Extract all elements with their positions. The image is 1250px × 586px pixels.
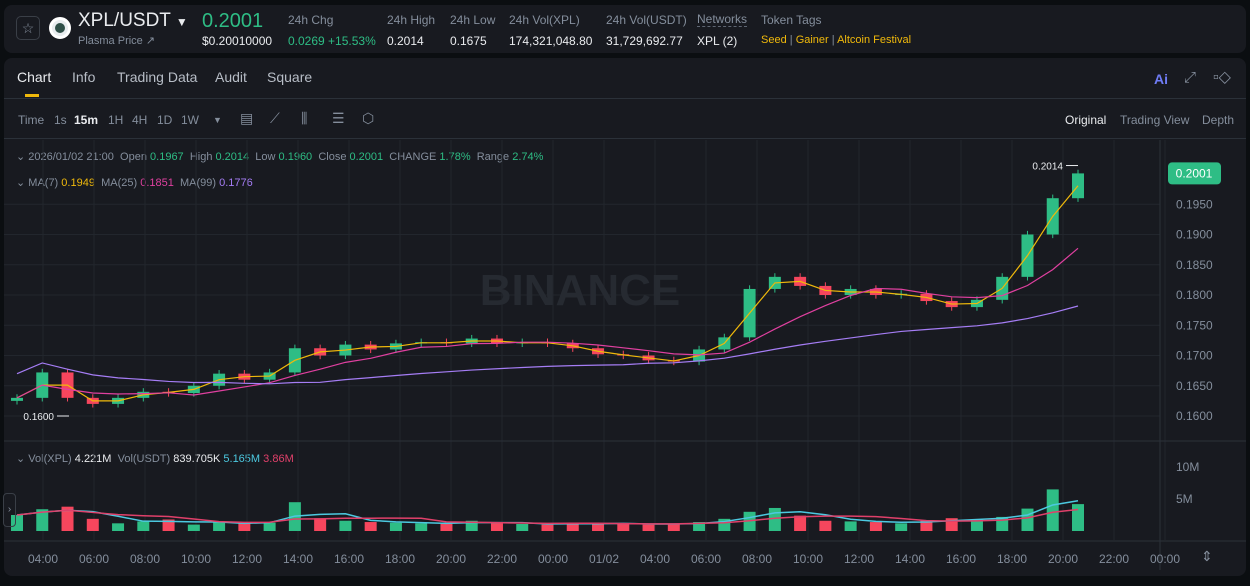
stat-label: 24h High [387,13,436,27]
candle-type-icon[interactable]: ⫼ [301,110,308,126]
scale-fit-icon[interactable]: ⇕ [1201,548,1213,564]
divider [4,98,1246,99]
interval-15m[interactable]: 15m [74,113,99,127]
stat-label: 24h Chg [288,13,334,27]
chart-panel: Chart Info Trading Data Audit Square Ai … [4,58,1246,576]
tab-chart[interactable]: Chart [17,69,52,85]
view-original[interactable]: Original [1065,113,1107,127]
volume-info-bar: ⌄ Vol(XPL) 4.221M Vol(USDT) 839.705K 5.1… [16,453,294,465]
token-tags: Seed | Gainer | Altcoin Festival [761,34,912,46]
tab-info[interactable]: Info [72,69,96,85]
interval-time[interactable]: Time [18,113,45,127]
stat-24h-low: 0.1675 [450,34,487,48]
candle-date: 2026/01/02 21:00 [28,151,114,163]
ticker-header: ☆ XPL/USDT ▼ Plasma Price ↗ 0.2001 $0.20… [4,5,1246,53]
layout-grid-icon[interactable]: ▫◇ [1213,69,1231,86]
interval-1s[interactable]: 1s [54,113,67,127]
view-depth[interactable]: Depth [1202,113,1235,127]
view-trading-view[interactable]: Trading View [1120,113,1190,127]
divider [4,138,1246,139]
stat-24h-vol-xpl: 174,321,048.80 [509,34,593,48]
expand-icon[interactable]: ⤢ [1184,69,1197,86]
chart-settings-icon[interactable]: ☰ [332,110,345,126]
interval-1w[interactable]: 1W [181,113,199,127]
price-usd: $0.20010000 [202,34,273,48]
ai-button[interactable]: Ai [1154,71,1168,87]
active-tab-indicator [25,94,39,97]
stat-24h-high: 0.2014 [387,34,424,48]
tab-trading-data[interactable]: Trading Data [117,69,198,85]
pair-selector[interactable]: XPL/USDT ▼ [78,10,188,32]
ohlc-info-bar: ⌄ 2026/01/02 21:00 Open 0.1967 High 0.20… [16,151,544,163]
pair-name: XPL/USDT [78,10,171,31]
stat-networks: XPL (2) [697,34,738,48]
tab-audit[interactable]: Audit [215,69,247,85]
stat-24h-change: 0.0269 +15.53% [288,34,376,48]
interval-1d[interactable]: 1D [157,113,173,127]
tab-square[interactable]: Square [267,69,313,85]
token-tags-label: Token Tags [761,13,822,27]
favorite-star-icon[interactable]: ☆ [16,16,40,40]
expand-left-handle[interactable]: › [3,493,16,527]
indicator-chart-icon[interactable]: ⟋ [270,110,280,126]
stat-label: 24h Low [450,13,496,27]
tag-gainer[interactable]: Gainer [795,34,829,46]
interval-4h[interactable]: 4H [132,113,148,127]
coin-logo-icon [49,17,71,39]
stat-label: 24h Vol(XPL) [509,13,580,27]
interval-1h[interactable]: 1H [108,113,124,127]
last-price: 0.2001 [202,10,264,32]
caret-down-icon: ▼ [175,15,188,29]
stat-24h-vol-usdt: 31,729,692.77 [606,34,683,48]
hexagon-settings-icon[interactable]: ⬡ [362,110,375,126]
calendar-icon[interactable]: ▤ [240,110,254,126]
stat-label: 24h Vol(USDT) [606,13,687,27]
networks-label[interactable]: Networks [697,12,748,27]
more-intervals-caret-icon[interactable]: ▼ [213,115,222,125]
tag-seed[interactable]: Seed [761,34,787,46]
tag-altcoin-festival[interactable]: Altcoin Festival [837,34,912,46]
ma-info-bar: ⌄ MA(7) 0.1949 MA(25) 0.1851 MA(99) 0.17… [16,177,253,189]
plasma-price-link[interactable]: Plasma Price ↗ [78,35,156,47]
